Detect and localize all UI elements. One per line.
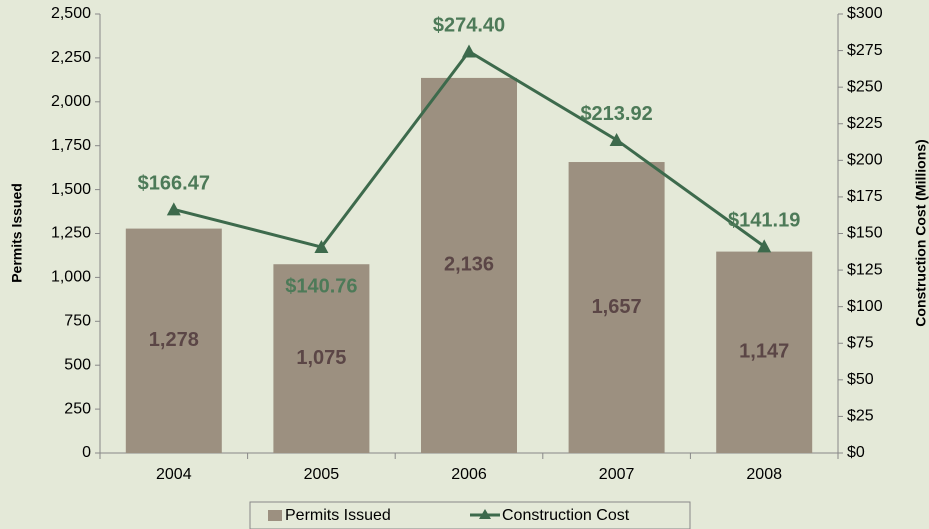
bar [273, 264, 370, 453]
legend-swatch [268, 510, 282, 521]
legend-label: Permits Issued [285, 507, 391, 524]
y-tick-label: 2,000 [51, 93, 91, 110]
y2-tick-label: $175 [847, 188, 883, 205]
bar [421, 77, 517, 454]
y2-tick-label: $150 [847, 225, 883, 242]
line-marker [609, 132, 624, 146]
line-marker [166, 202, 181, 216]
y-tick-label: 2,500 [51, 5, 91, 22]
y-tick-label: 750 [64, 313, 91, 330]
y-tick-label: 1,750 [51, 137, 91, 154]
legend-swatch [479, 509, 491, 519]
y2-tick-label: $300 [847, 5, 883, 22]
legend-label: Construction Cost [502, 507, 630, 524]
x-tick-label: 2006 [451, 466, 487, 483]
line-value-label: $140.76 [285, 275, 357, 297]
bar [716, 251, 813, 453]
y2-tick-label: $100 [847, 298, 883, 315]
y2-axis-label: Construction Cost (Millions) [913, 139, 929, 326]
line-marker [314, 240, 329, 254]
y2-tick-label: $25 [847, 408, 874, 425]
y2-tick-label: $200 [847, 152, 883, 169]
x-tick-label: 2004 [156, 466, 192, 483]
y2-tick-label: $0 [847, 444, 865, 461]
x-tick-label: 2005 [304, 466, 340, 483]
line-marker [757, 239, 772, 253]
bar [568, 162, 665, 453]
y2-tick-label: $225 [847, 115, 883, 132]
bar [125, 228, 222, 453]
y-axis-label: Permits Issued [9, 183, 25, 283]
y2-tick-label: $275 [847, 42, 883, 59]
bar-value-label: 1,657 [592, 296, 642, 318]
y2-tick-label: $250 [847, 78, 883, 95]
bar-value-label: 1,075 [296, 347, 346, 369]
y-tick-label: 1,000 [51, 269, 91, 286]
x-tick-label: 2008 [746, 466, 782, 483]
bar-value-label: 2,136 [444, 254, 494, 276]
y-tick-label: 2,250 [51, 49, 91, 66]
y2-tick-label: $50 [847, 371, 874, 388]
line-value-label: $213.92 [580, 103, 652, 125]
y2-tick-label: $75 [847, 334, 874, 351]
x-tick-label: 2007 [599, 466, 635, 483]
line-value-label: $274.40 [433, 15, 505, 37]
bar-value-label: 1,147 [739, 341, 789, 363]
y-tick-label: 250 [64, 400, 91, 417]
y-tick-label: 0 [82, 444, 91, 461]
line-value-label: $166.47 [138, 173, 210, 195]
y2-tick-label: $125 [847, 261, 883, 278]
line-value-label: $141.19 [728, 210, 800, 232]
bar-value-label: 1,278 [149, 329, 199, 351]
y-tick-label: 500 [64, 356, 91, 373]
y-tick-label: 1,250 [51, 225, 91, 242]
line-marker [462, 44, 476, 58]
y-tick-label: 1,500 [51, 181, 91, 198]
